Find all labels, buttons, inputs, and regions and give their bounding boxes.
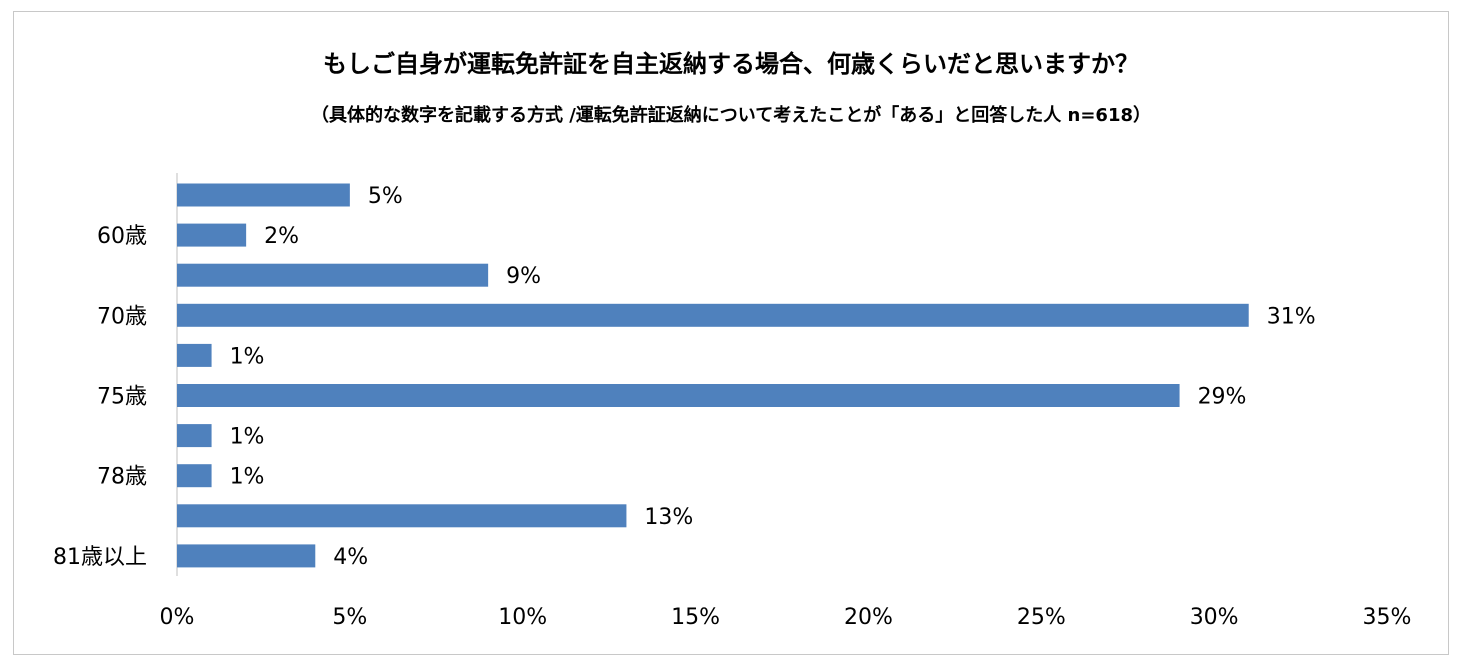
chart-title: もしご自身が運転免許証を自主返納する場合、何歳くらいだと思いますか？ bbox=[323, 50, 1139, 78]
bar bbox=[177, 303, 1249, 327]
bar bbox=[177, 343, 212, 367]
category-label: 60歳 bbox=[97, 224, 147, 249]
data-label: 9% bbox=[506, 264, 541, 289]
data-label: 1% bbox=[230, 425, 265, 450]
data-label: 1% bbox=[230, 344, 265, 369]
category-label: 70歳 bbox=[97, 304, 147, 329]
category-label: 78歳 bbox=[97, 465, 147, 490]
x-tick-label: 30% bbox=[1190, 605, 1239, 630]
x-tick-label: 15% bbox=[671, 605, 720, 630]
category-label: 75歳 bbox=[97, 385, 147, 410]
x-tick-label: 5% bbox=[332, 605, 367, 630]
bar bbox=[177, 263, 489, 287]
data-label: 29% bbox=[1198, 385, 1247, 410]
data-label: 1% bbox=[230, 465, 265, 490]
bar bbox=[177, 223, 247, 247]
x-tick-label: 35% bbox=[1363, 605, 1412, 630]
x-tick-label: 10% bbox=[498, 605, 547, 630]
x-tick-label: 0% bbox=[160, 605, 195, 630]
chart-subtitle: （具体的な数字を記載する方式 /運転免許証返納について考えたことが「ある」と回答… bbox=[310, 105, 1152, 126]
category-label: 81歳以上 bbox=[53, 545, 147, 570]
data-label: 31% bbox=[1267, 304, 1316, 329]
bar bbox=[177, 504, 627, 528]
bar bbox=[177, 183, 350, 207]
bar bbox=[177, 464, 212, 488]
bar bbox=[177, 544, 316, 568]
bar bbox=[177, 424, 212, 448]
x-tick-label: 20% bbox=[844, 605, 893, 630]
data-label: 5% bbox=[368, 184, 403, 209]
data-label: 4% bbox=[333, 545, 368, 570]
data-label: 2% bbox=[264, 224, 299, 249]
x-tick-label: 25% bbox=[1017, 605, 1066, 630]
data-label: 13% bbox=[644, 505, 693, 530]
bar bbox=[177, 384, 1180, 407]
